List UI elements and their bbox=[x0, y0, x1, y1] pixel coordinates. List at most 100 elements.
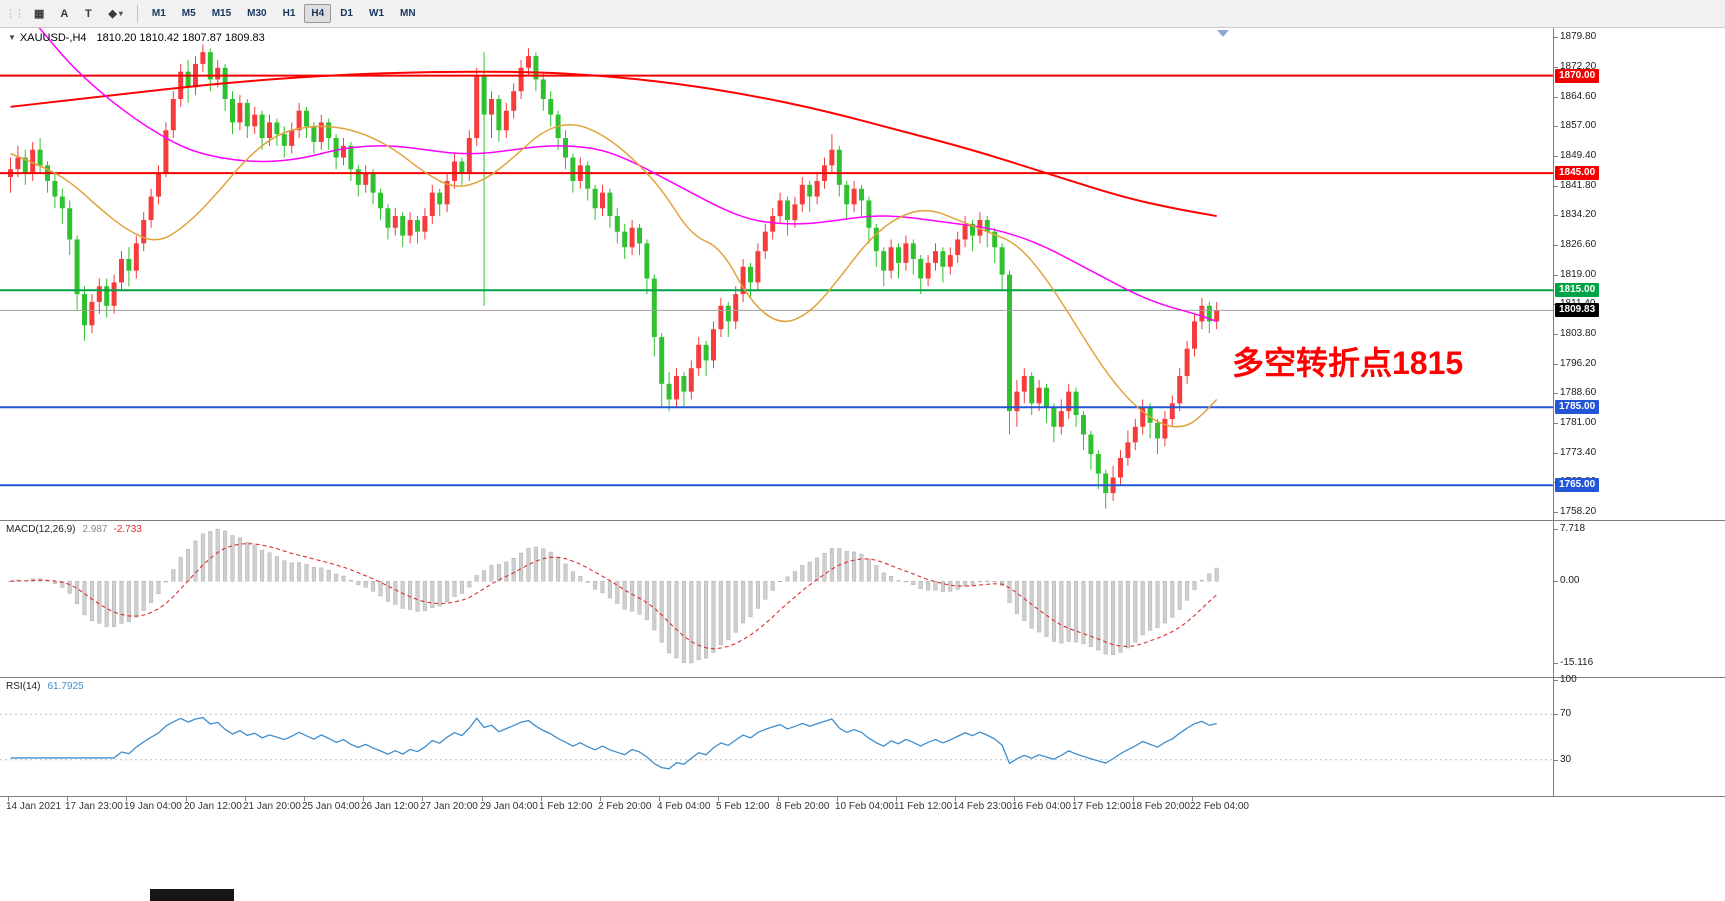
price-tick-label: 1826.60 bbox=[1560, 238, 1597, 250]
rsi-value: 61.7925 bbox=[47, 681, 84, 692]
macd-tick-label: -15.116 bbox=[1560, 657, 1594, 668]
macd-value-main: 2.987 bbox=[82, 524, 108, 535]
chart-annotation-text[interactable]: 多空转折点1815 bbox=[1232, 345, 1464, 381]
time-axis-label: 14 Jan 2021 bbox=[6, 801, 62, 812]
time-axis-tickmark bbox=[8, 797, 9, 801]
rsi-scale[interactable]: 100 70 30 bbox=[1553, 674, 1725, 796]
time-axis-tickmark bbox=[659, 797, 660, 801]
price-tick-label: 1803.80 bbox=[1560, 327, 1597, 339]
time-axis-label: 5 Feb 12:00 bbox=[716, 801, 770, 812]
price-tick-label: 1773.40 bbox=[1560, 446, 1597, 458]
rsi-plot bbox=[0, 713, 1553, 770]
time-axis-label: 8 Feb 20:00 bbox=[776, 801, 830, 812]
time-axis-label: 18 Feb 20:00 bbox=[1131, 801, 1190, 812]
time-axis-label: 25 Jan 04:00 bbox=[302, 801, 360, 812]
toolbar-grip-icon: ⋮⋮ bbox=[5, 8, 25, 20]
rsi-scale-tickmark bbox=[1554, 714, 1558, 716]
time-axis-tickmark bbox=[718, 797, 719, 801]
price-plot[interactable] bbox=[0, 28, 1553, 520]
time-axis-tickmark bbox=[422, 797, 423, 801]
time-axis-tickmark bbox=[363, 797, 364, 801]
macd-label: MACD(12,26,9) 2.987 -2.733 bbox=[6, 524, 142, 535]
toolbar-separator bbox=[136, 4, 138, 23]
price-tick-label: 1857.00 bbox=[1560, 120, 1597, 132]
timeframe-button-m30[interactable]: M30 bbox=[240, 4, 273, 23]
chart-grid-icon: ▦ bbox=[34, 8, 45, 20]
price-line-badge: 1870.00 bbox=[1555, 68, 1600, 83]
time-axis-tickmark bbox=[955, 797, 956, 801]
timeframe-button-mn[interactable]: MN bbox=[393, 4, 423, 23]
time-axis-tickmark bbox=[1133, 797, 1134, 801]
price-scale-tickmark bbox=[1554, 333, 1558, 335]
time-axis-label: 17 Feb 12:00 bbox=[1072, 801, 1131, 812]
ohlc-values: 1810.20 1810.42 1807.87 1809.83 bbox=[96, 32, 265, 44]
time-axis-tickmark bbox=[837, 797, 838, 801]
text-tool-button[interactable]: T bbox=[77, 3, 99, 25]
price-line-badge: 1765.00 bbox=[1555, 478, 1600, 493]
time-axis-label: 1 Feb 12:00 bbox=[539, 801, 593, 812]
timeframe-button-m1[interactable]: M1 bbox=[145, 4, 173, 23]
time-axis-label: 17 Jan 23:00 bbox=[65, 801, 123, 812]
price-tick-label: 1879.80 bbox=[1560, 31, 1597, 43]
time-axis-tickmark bbox=[67, 797, 68, 801]
time-axis-tickmark bbox=[896, 797, 897, 801]
timeframe-button-m5[interactable]: M5 bbox=[175, 4, 203, 23]
rsi-scale-tickmark bbox=[1554, 759, 1558, 761]
price-scale-tickmark bbox=[1554, 96, 1558, 98]
rsi-tick-label: 30 bbox=[1560, 753, 1572, 765]
macd-value-signal: -2.733 bbox=[113, 524, 142, 535]
price-tick-label: 1872.20 bbox=[1560, 61, 1597, 73]
collapse-arrow-icon[interactable]: ▼ bbox=[8, 33, 16, 42]
price-scale-tickmark bbox=[1554, 185, 1558, 187]
time-axis-tickmark bbox=[778, 797, 779, 801]
price-scale-tickmark bbox=[1554, 422, 1558, 424]
timeframe-button-h4[interactable]: H4 bbox=[304, 4, 332, 23]
price-scale-tickmark bbox=[1554, 244, 1558, 246]
price-tick-label: 1834.20 bbox=[1560, 209, 1597, 221]
time-axis-tickmark bbox=[304, 797, 305, 801]
main-chart-panel[interactable]: ▼ XAUUSD-,H4 1810.20 1810.42 1807.87 1809.… bbox=[0, 28, 1725, 521]
text-annotation-icon: A bbox=[60, 7, 69, 20]
time-axis-tickmark bbox=[600, 797, 601, 801]
price-scale-tickmark bbox=[1554, 393, 1558, 395]
rsi-label: RSI(14) 61.7925 bbox=[6, 681, 84, 692]
macd-scale-tickmark bbox=[1554, 663, 1558, 664]
price-tick-label: 1864.60 bbox=[1560, 90, 1597, 102]
timeframe-button-d1[interactable]: D1 bbox=[333, 4, 360, 23]
bottom-dark-artifact bbox=[150, 889, 234, 901]
toolbar: ⋮⋮ ▦ A T ◆ ▾ M1 M5 M15 M30 H1 H4 D1 W1 MN bbox=[0, 0, 1725, 28]
rsi-panel[interactable]: RSI(14) 61.7925 100 70 30 bbox=[0, 674, 1725, 797]
macd-scale-tickmark bbox=[1554, 529, 1558, 530]
time-axis-label: 16 Feb 04:00 bbox=[1012, 801, 1071, 812]
price-scale-tickmark bbox=[1554, 452, 1558, 454]
macd-scale[interactable]: 7.718 0.00 -15.116 bbox=[1553, 521, 1725, 677]
time-axis-tickmark bbox=[541, 797, 542, 801]
fast-ma bbox=[10, 124, 1218, 428]
price-tick-label: 1841.80 bbox=[1560, 179, 1597, 191]
timeframe-button-w1[interactable]: W1 bbox=[362, 4, 391, 23]
macd-plot bbox=[8, 528, 1219, 664]
price-scale-tickmark bbox=[1554, 215, 1558, 217]
time-axis-tickmark bbox=[482, 797, 483, 801]
macd-panel[interactable]: MACD(12,26,9) 2.987 -2.733 7.718 0.00 -15.11… bbox=[0, 521, 1725, 678]
chart-shift-marker[interactable] bbox=[1217, 30, 1229, 37]
candlestick-series[interactable] bbox=[8, 44, 1220, 509]
rsi-line bbox=[10, 716, 1217, 770]
time-axis-tickmark bbox=[1074, 797, 1075, 801]
time-axis-label: 20 Jan 12:00 bbox=[184, 801, 242, 812]
price-tick-label: 1788.60 bbox=[1560, 387, 1597, 399]
timeframe-button-m15[interactable]: M15 bbox=[205, 4, 238, 23]
macd-scale-tickmark bbox=[1554, 581, 1558, 583]
macd-histogram bbox=[8, 528, 1219, 664]
rsi-name: RSI(14) bbox=[6, 681, 41, 692]
dropdown-caret-icon: ▾ bbox=[118, 9, 123, 18]
text-annotation-button[interactable]: A bbox=[53, 3, 75, 25]
price-line-badge: 1815.00 bbox=[1555, 283, 1600, 298]
timeframe-button-h1[interactable]: H1 bbox=[276, 4, 303, 23]
price-tick-label: 1819.00 bbox=[1560, 268, 1597, 280]
price-scale[interactable]: 1879.80 1872.20 1864.60 1857.00 1849.40 1841.… bbox=[1553, 28, 1725, 520]
time-axis-label: 4 Feb 04:00 bbox=[657, 801, 711, 812]
chart-grid-button[interactable]: ▦ bbox=[27, 3, 51, 25]
shapes-dropdown-button[interactable]: ◆ ▾ bbox=[101, 3, 129, 25]
time-axis[interactable]: 14 Jan 2021 17 Jan 23:00 19 Jan 04:00 20 Ja… bbox=[0, 797, 1725, 817]
